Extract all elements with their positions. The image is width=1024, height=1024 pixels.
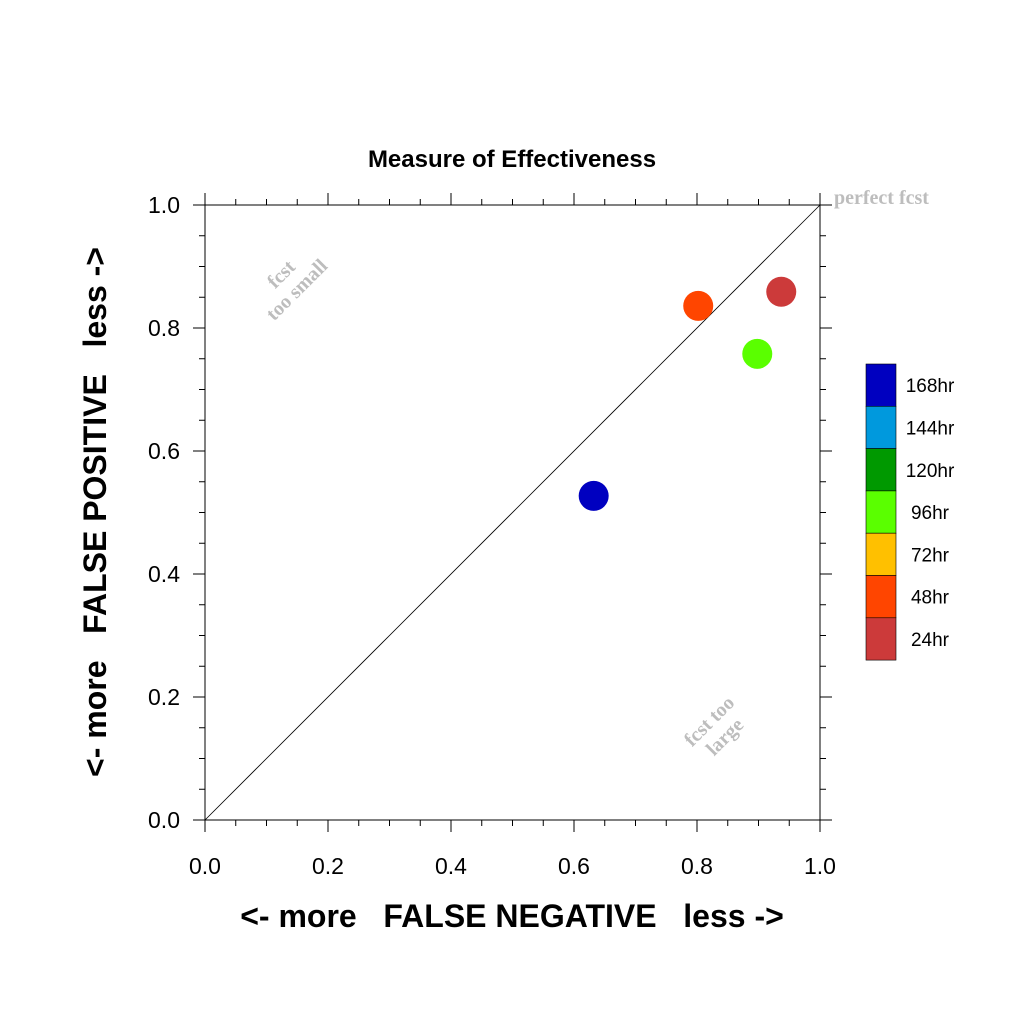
legend-label-72hr: 72hr [911, 545, 950, 566]
too-small-line2: too small [262, 255, 332, 325]
point-24hr [766, 276, 797, 307]
legend-swatch-48hr [865, 575, 897, 619]
y-tick-label: 0.8 [148, 315, 180, 341]
legend-swatch-120hr [865, 448, 897, 492]
perfect-forecast-diagonal [204, 204, 821, 821]
legend-swatch-96hr [865, 490, 897, 534]
legend-swatch-168hr [865, 363, 897, 407]
point-168hr [578, 480, 609, 511]
x-tick-label: 0.4 [435, 853, 467, 879]
legend-swatch-24hr [865, 617, 897, 661]
chart-title: Measure of Effectiveness [368, 146, 656, 173]
axis-ticks [193, 193, 832, 832]
y-tick-label: 0.4 [148, 561, 180, 587]
legend-label-120hr: 120hr [906, 461, 955, 482]
x-tick-label: 1.0 [804, 853, 836, 879]
y-tick-label: 0.2 [148, 684, 180, 710]
legend-label-168hr: 168hr [906, 376, 955, 397]
legend: 168hr 144hr 120hr 96hr 72hr 48hr 24hr [865, 363, 955, 661]
point-96hr [742, 338, 773, 369]
legend-swatch-144hr [865, 405, 897, 449]
y-tick-labels: 0.0 0.2 0.4 0.6 0.8 1.0 [148, 192, 180, 833]
x-tick-labels: 0.0 0.2 0.4 0.6 0.8 1.0 [189, 853, 836, 879]
legend-swatch-72hr [865, 532, 897, 576]
x-axis-title: <- more FALSE NEGATIVE less -> [240, 898, 784, 934]
y-tick-label: 0.6 [148, 438, 180, 464]
y-tick-label: 0.0 [148, 807, 180, 833]
legend-label-144hr: 144hr [906, 418, 955, 439]
x-tick-label: 0.2 [312, 853, 344, 879]
y-axis-title: <- more FALSE POSITIVE less -> [77, 247, 113, 777]
legend-label-96hr: 96hr [911, 503, 950, 524]
y-tick-label: 1.0 [148, 192, 180, 218]
legend-label-24hr: 24hr [911, 630, 950, 651]
x-tick-label: 0.0 [189, 853, 221, 879]
x-tick-label: 0.6 [558, 853, 590, 879]
too-small-annotation: fcst too small [262, 255, 332, 325]
x-tick-label: 0.8 [681, 853, 713, 879]
perfect-forecast-label: perfect fcst [834, 187, 929, 209]
legend-label-48hr: 48hr [911, 588, 950, 609]
data-points [578, 276, 797, 511]
too-large-annotation: fcst too large [680, 692, 748, 760]
point-48hr [683, 290, 714, 321]
